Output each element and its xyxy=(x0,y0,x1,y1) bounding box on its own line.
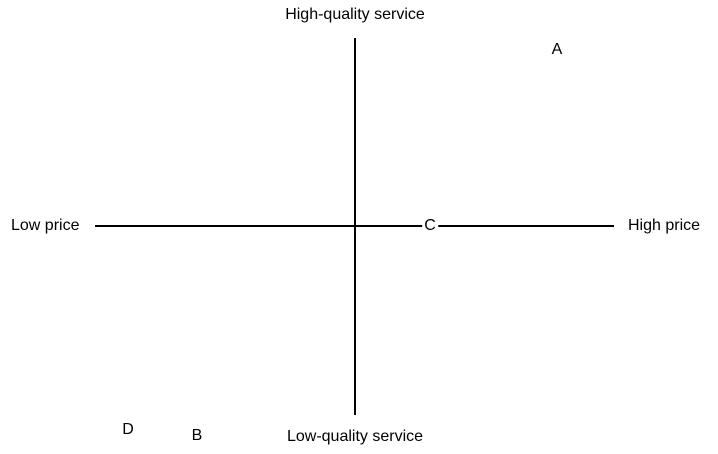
point-c: C xyxy=(422,217,438,235)
point-b: B xyxy=(189,427,205,445)
axis-label-high-price: High price xyxy=(628,217,701,234)
axis-label-low-price: Low price xyxy=(11,217,80,234)
point-a: A xyxy=(549,41,565,59)
service-axis-line xyxy=(354,38,356,415)
axis-label-low-quality: Low-quality service xyxy=(286,428,424,445)
point-d: D xyxy=(120,421,136,439)
axis-label-high-quality: High-quality service xyxy=(285,6,425,23)
